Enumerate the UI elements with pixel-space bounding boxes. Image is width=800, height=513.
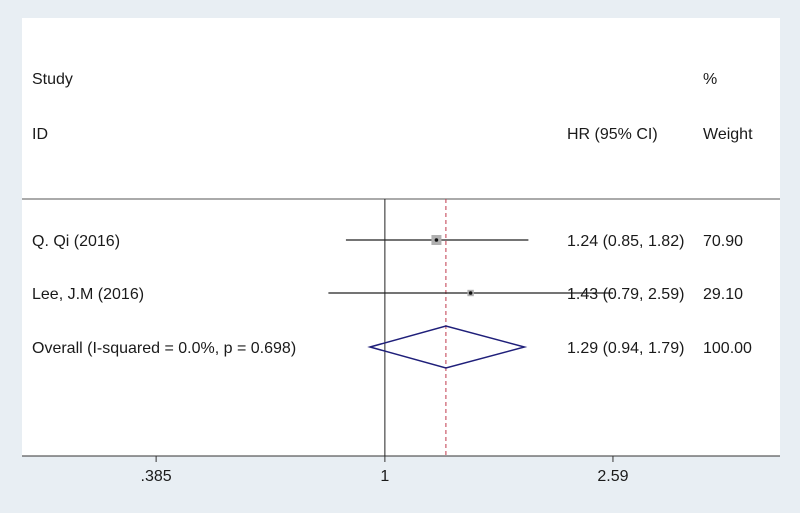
overall-diamond [367, 325, 528, 369]
effect-estimate: 1.43 (0.79, 2.59) [567, 286, 684, 303]
x-tick-label: 2.59 [597, 468, 628, 485]
id-header: ID [32, 126, 48, 143]
study-weight: 70.90 [703, 233, 743, 250]
point-estimate [468, 291, 473, 295]
percent-header: % [703, 71, 717, 88]
study-label: Q. Qi (2016) [32, 233, 120, 250]
study-header: Study [32, 71, 73, 88]
overall-label: Overall (I-squared = 0.0%, p = 0.698) [32, 340, 296, 357]
forest-marks: Q. Qi (2016) 1.24 (0.85, 1.82) 70.90 Lee, J… [32, 199, 752, 485]
effect-estimate: 1.24 (0.85, 1.82) [567, 233, 684, 250]
x-tick-label: .385 [141, 468, 172, 485]
study-weight: 29.10 [703, 286, 743, 303]
x-tick-label: 1 [380, 468, 389, 485]
point-estimate [434, 238, 439, 242]
plot-panel [22, 18, 780, 456]
overall-effect-estimate: 1.29 (0.94, 1.79) [567, 340, 684, 357]
study-label: Lee, J.M (2016) [32, 286, 144, 303]
weight-header: Weight [703, 126, 753, 143]
overall-weight: 100.00 [703, 340, 752, 357]
hr-ci-header: HR (95% CI) [567, 126, 658, 143]
